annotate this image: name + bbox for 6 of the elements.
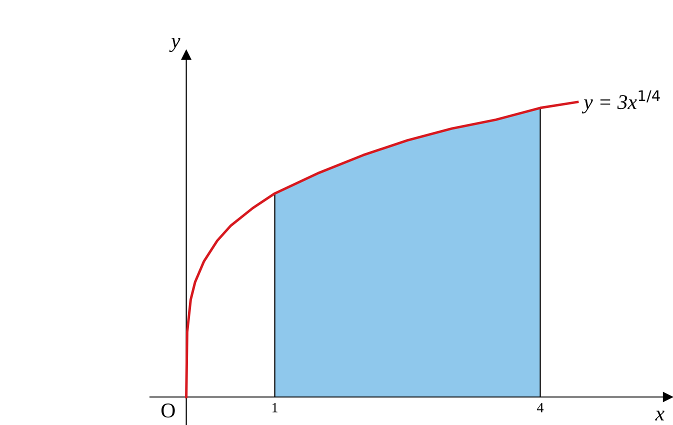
- x-tick-label: 1: [272, 403, 278, 412]
- x-axis-title: x: [655, 410, 664, 420]
- text: O: [161, 404, 175, 418]
- x-tick-label: 4: [537, 403, 544, 412]
- y-axis-title: y: [169, 38, 180, 52]
- series-label: y = 3x$^{1/4}$: [582, 90, 660, 114]
